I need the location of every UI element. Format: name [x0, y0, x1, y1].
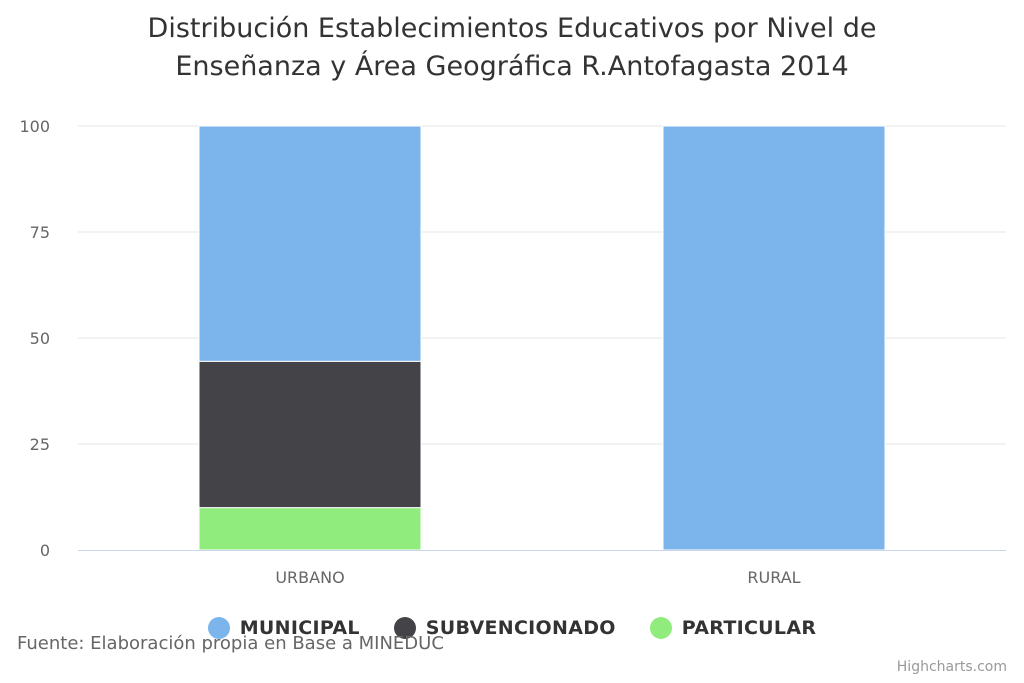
bar-particular-urbano — [198, 507, 422, 551]
x-tick-label: RURAL — [747, 568, 800, 587]
chart-title: Distribución Establecimientos Educativos… — [0, 10, 1024, 86]
chart-title-line-1: Distribución Establecimientos Educativos… — [147, 13, 877, 44]
x-tick-label: URBANO — [275, 568, 344, 587]
bar-municipal-rural — [662, 125, 886, 551]
source-note: Fuente: Elaboración propia en Base a MIN… — [17, 633, 444, 654]
legend-marker-particular — [649, 617, 672, 639]
legend-label-particular: PARTICULAR — [681, 617, 817, 639]
y-tick-label: 0 — [40, 541, 50, 560]
y-tick-label: 100 — [19, 117, 50, 136]
bar-municipal-urbano — [198, 125, 422, 362]
y-tick-label: 75 — [30, 223, 50, 242]
legend-item-municipal[interactable]: MUNICIPAL — [207, 617, 360, 639]
y-tick-label: 50 — [30, 329, 50, 348]
y-tick-label: 25 — [30, 435, 50, 454]
legend-marker-municipal — [207, 617, 230, 639]
legend-item-subvencionado[interactable]: SUBVENCIONADO — [393, 617, 616, 639]
chart-legend: MUNICIPAL SUBVENCIONADO PARTICULAR — [0, 617, 1024, 639]
legend-marker-subvencionado — [393, 617, 416, 639]
legend-label-municipal: MUNICIPAL — [239, 617, 360, 639]
legend-label-subvencionado: SUBVENCIONADO — [425, 617, 616, 639]
legend-item-particular[interactable]: PARTICULAR — [649, 617, 817, 639]
credits-link[interactable]: Highcharts.com — [896, 659, 1007, 675]
bar-subvencionado-urbano — [198, 360, 422, 509]
chart-title-line-2: Enseñanza y Área Geográfica R.Antofagast… — [175, 51, 849, 82]
